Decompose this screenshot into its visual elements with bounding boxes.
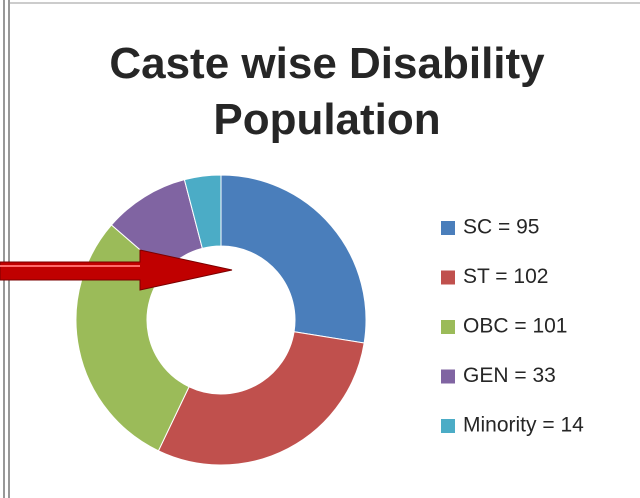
legend: SC = 95 ST = 102 OBC = 101 GEN = 33 Minority… [441,216,584,437]
legend-swatch [441,270,455,285]
legend-swatch [441,369,455,384]
chart-title: Caste wise Disability Population [109,39,545,144]
donut-segment [220,174,367,344]
donut [75,174,367,466]
donut-segment [75,224,190,452]
donut-segment [157,331,365,466]
donut-segment [183,174,222,250]
red-arrow [0,249,233,291]
legend-label: Minority = 14 [463,414,584,437]
legend-swatch [441,221,455,235]
legend-label: ST = 102 [463,265,548,288]
legend-label: GEN = 33 [463,364,556,387]
legend-swatch [441,320,455,334]
legend-label: SC = 95 [463,216,539,239]
legend-label: OBC = 101 [463,315,567,338]
legend-swatch [441,419,455,433]
